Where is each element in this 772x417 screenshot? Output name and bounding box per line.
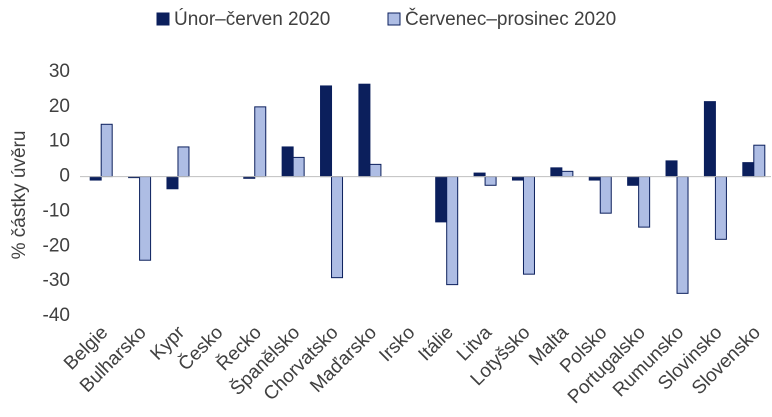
y-tick-label: -40 [43,305,70,326]
bar [627,176,640,186]
bar [89,176,102,181]
bar [331,176,344,279]
bar [166,176,179,190]
bar [522,176,535,275]
y-tick-label: -20 [43,235,70,256]
bar [753,144,766,178]
bar [435,176,448,223]
legend-swatch [387,12,401,26]
bar [484,176,497,186]
bar [561,170,574,178]
legend-swatch [156,12,170,26]
bar [358,83,371,178]
y-tick-label: -10 [43,200,70,221]
bar [320,85,333,178]
bar [703,101,716,178]
bar [139,176,152,261]
x-tick-label: Irsko [375,322,419,366]
bar [638,176,651,228]
bar [446,176,459,286]
bar [665,160,678,178]
bar [100,123,113,178]
bar [550,167,563,178]
y-tick-label: 0 [59,166,70,187]
x-tick-label: Itálie [415,322,458,365]
bar [676,176,689,294]
y-tick-label: 10 [49,131,70,152]
bar [473,172,486,178]
y-axis-label: % částky úvěru [9,131,30,260]
bar [292,156,305,178]
bar [588,176,601,181]
bar [714,176,727,240]
bar [742,162,755,178]
y-tick-label: 30 [49,61,70,82]
bar [369,163,382,178]
y-tick-label: 20 [49,96,70,117]
bar [254,106,267,178]
bar [599,176,612,214]
legend-label: Únor–červen 2020 [174,8,330,30]
y-tick-label: -30 [43,270,70,291]
bar [511,176,524,181]
bar [281,146,294,178]
bar [177,146,190,178]
legend-label: Červenec–prosinec 2020 [405,8,616,30]
